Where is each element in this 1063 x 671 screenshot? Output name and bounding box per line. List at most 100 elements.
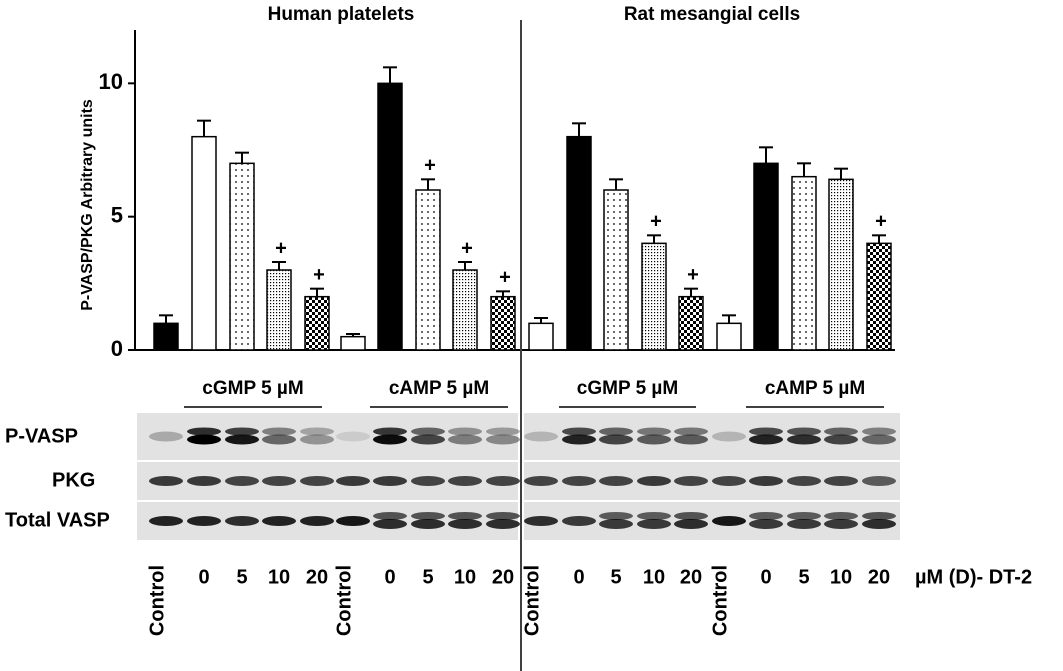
blot-band [749, 512, 783, 520]
blot-band [300, 516, 334, 526]
blot-band [262, 434, 296, 445]
blot-band [637, 427, 671, 436]
blot-band [336, 431, 370, 442]
blot-band [300, 476, 334, 486]
blot-band [411, 512, 445, 520]
blot-band [187, 434, 221, 445]
bar [791, 175, 817, 351]
blot-band [599, 519, 633, 529]
bar [452, 269, 478, 351]
blot-band [712, 431, 746, 442]
blot-row-label: Total VASP [5, 509, 110, 531]
bar [377, 82, 403, 351]
y-tick-label: 0 [111, 336, 123, 361]
blot-band [262, 427, 296, 436]
blot-band [448, 476, 482, 486]
x-tick-label: 20 [680, 566, 702, 588]
x-tick-label: 20 [492, 566, 514, 588]
x-tick-label: 5 [422, 566, 433, 588]
blot-band [787, 434, 821, 445]
blot-band [824, 427, 858, 436]
blot-row-label: P-VASP [5, 425, 78, 447]
bar [528, 322, 554, 351]
blot-band [373, 434, 407, 445]
bar [153, 322, 179, 351]
x-tick-label: 10 [454, 566, 476, 588]
blot-band [300, 427, 334, 436]
group-label: cAMP 5 µM [765, 378, 865, 399]
blot-band [149, 476, 183, 486]
significance-marker: + [875, 211, 887, 233]
blot-band [486, 476, 520, 486]
group-label: cGMP 5 µM [202, 378, 303, 399]
x-tick-label: 10 [268, 566, 290, 588]
blot-band [862, 476, 896, 486]
blot-band [787, 512, 821, 520]
unit-label: µM (D)- DT-2 [915, 566, 1032, 588]
bar [828, 178, 854, 351]
x-tick-label: 20 [868, 566, 890, 588]
blot-band [637, 434, 671, 445]
blot-band [787, 519, 821, 529]
bar [566, 135, 592, 351]
blot-band [448, 512, 482, 520]
blot-band [787, 427, 821, 436]
blot-band [637, 512, 671, 520]
blot-band [373, 519, 407, 529]
blot-band [486, 512, 520, 520]
x-tick-label: 5 [798, 566, 809, 588]
x-tick-label: 20 [306, 566, 328, 588]
y-tick-label: 10 [99, 69, 123, 94]
blot-band [411, 427, 445, 436]
bar [340, 335, 366, 351]
y-axis-label: P-VASP/PKG Arbitrary units [79, 99, 96, 311]
blot-band [225, 476, 259, 486]
blot-band [862, 427, 896, 436]
blot-band [562, 476, 596, 486]
bar [753, 162, 779, 351]
blot-band [486, 434, 520, 445]
blot-band [262, 476, 296, 486]
bar [229, 162, 255, 351]
x-tick-label: Control [521, 565, 543, 636]
blot-band [411, 434, 445, 445]
x-tick-label: 10 [643, 566, 665, 588]
x-tick-label: Control [146, 565, 168, 636]
significance-marker: + [313, 264, 325, 286]
blot-band [749, 476, 783, 486]
blot-band [712, 476, 746, 486]
bar [490, 295, 516, 351]
blot-band [749, 427, 783, 436]
significance-marker: + [275, 237, 287, 259]
x-tick-label: Control [333, 565, 355, 636]
x-tick-label: 0 [573, 566, 584, 588]
y-tick-label: 5 [111, 202, 123, 227]
bar [304, 295, 330, 351]
blot-band [524, 516, 558, 526]
blot-band [373, 476, 407, 486]
blot-band [448, 427, 482, 436]
blot-band [599, 512, 633, 520]
blot-band [862, 512, 896, 520]
blot-band [824, 476, 858, 486]
blot-band [336, 476, 370, 486]
blot-band [824, 519, 858, 529]
panel-title: Rat mesangial cells [624, 4, 800, 25]
blot-band [562, 434, 596, 445]
blot-band [749, 434, 783, 445]
blot-band [486, 427, 520, 436]
blot-band [448, 434, 482, 445]
blot-band [336, 516, 370, 526]
blot-band [562, 516, 596, 526]
significance-marker: + [499, 267, 511, 289]
significance-marker: + [424, 155, 436, 177]
blot-band [787, 476, 821, 486]
blot-band [187, 427, 221, 436]
blot-band [674, 519, 708, 529]
blot-band [411, 476, 445, 486]
blot-band [373, 512, 407, 520]
blot-band [862, 519, 896, 529]
blot-band [674, 476, 708, 486]
significance-marker: + [687, 264, 699, 286]
